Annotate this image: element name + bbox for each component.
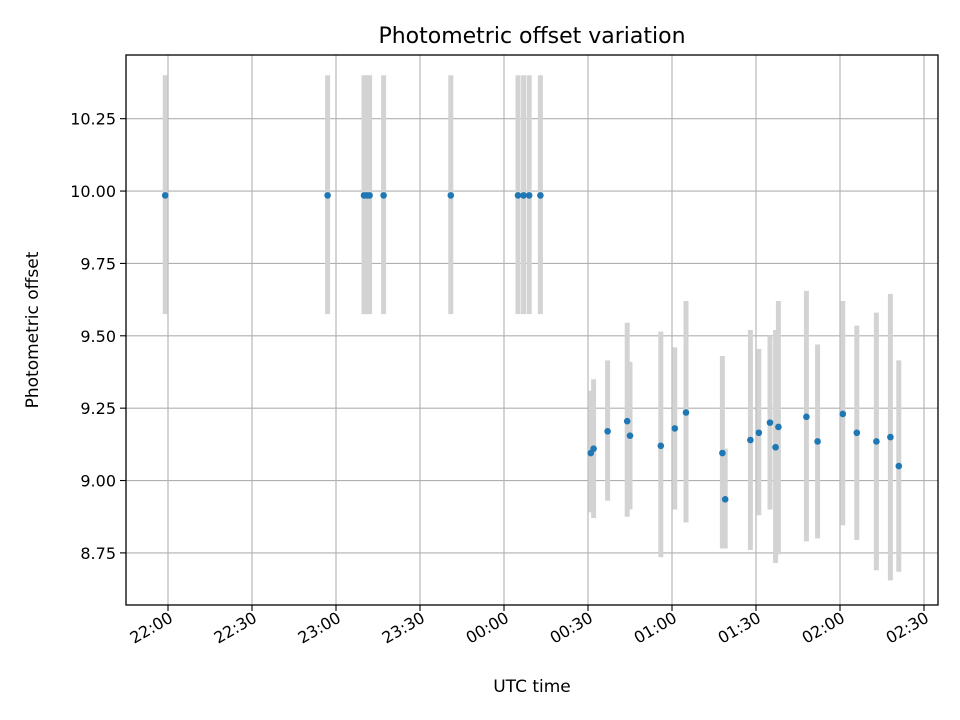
- data-point: [719, 449, 726, 457]
- plot-frame: [125, 54, 939, 606]
- data-point: [657, 442, 665, 450]
- y-tick-label: 10.25: [70, 110, 116, 129]
- data-point: [721, 496, 729, 503]
- data-point: [590, 445, 597, 452]
- y-tick-label: 8.75: [80, 544, 116, 563]
- data-point: [755, 429, 763, 437]
- y-axis: 8.75 9.00 9.25 9.50 9.75 10.00 10.25: [70, 110, 126, 563]
- data-point: [525, 192, 533, 199]
- y-tick-label: 10.00: [70, 182, 116, 201]
- y-tick-label: 9.25: [80, 399, 116, 418]
- y-tick-label: 9.00: [80, 472, 116, 491]
- data-point: [887, 433, 894, 441]
- data-point: [447, 192, 455, 199]
- data-point: [747, 436, 754, 444]
- data-point: [895, 462, 903, 470]
- data-point: [366, 192, 373, 199]
- data-point: [853, 429, 861, 437]
- data-point: [772, 443, 779, 451]
- data-point: [604, 428, 611, 435]
- data-point: [766, 419, 774, 426]
- y-tick-label: 9.50: [80, 327, 116, 346]
- data-point: [803, 413, 810, 421]
- data-point: [537, 192, 544, 199]
- data-point: [380, 192, 387, 199]
- data-point: [161, 192, 169, 199]
- data-point: [514, 192, 522, 199]
- data-point: [873, 438, 880, 445]
- data-point: [324, 192, 331, 199]
- x-axis-label: UTC time: [493, 677, 571, 697]
- data-point: [626, 432, 634, 439]
- y-tick-label: 9.75: [80, 254, 116, 273]
- data-point: [671, 425, 679, 432]
- data-point: [623, 417, 631, 425]
- data-point: [814, 438, 821, 445]
- data-point: [520, 192, 527, 199]
- chart-title: Photometric offset variation: [378, 24, 685, 49]
- y-axis-label: Photometric offset: [23, 251, 43, 408]
- grid: [126, 55, 938, 605]
- data-point: [775, 423, 782, 431]
- data-points: [161, 192, 903, 503]
- data-point: [682, 409, 690, 416]
- data-point: [839, 410, 847, 418]
